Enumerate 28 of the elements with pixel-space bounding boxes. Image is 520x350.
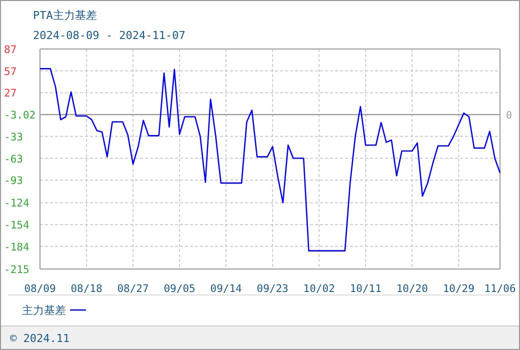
- chart-title: PTA主力基差: [33, 9, 97, 22]
- x-tick-label: 10/02: [303, 283, 335, 295]
- chart-subtitle: 2024-08-09 - 2024-11-07: [33, 29, 186, 42]
- x-tick-label: 09/14: [210, 283, 242, 295]
- y-tick-label: 27: [4, 88, 17, 100]
- x-tick-label: 10/29: [442, 283, 474, 295]
- legend-label: 主力基差: [22, 304, 66, 317]
- y-tick-label: -184: [4, 241, 30, 254]
- y-tick-label: 57: [4, 66, 17, 78]
- y-tick-label: -215: [4, 264, 30, 276]
- x-tick-label: 10/11: [350, 283, 382, 295]
- line-series: [39, 68, 501, 252]
- y-tick-label: 87: [4, 44, 17, 56]
- x-tick-label: 08/09: [24, 283, 56, 295]
- y-tick-label: -154: [4, 220, 30, 232]
- x-tick-label: 08/27: [117, 283, 149, 295]
- y-tick-label: -63: [4, 153, 23, 166]
- x-tick-label: 09/23: [256, 283, 288, 295]
- x-tick-label: 10/20: [396, 283, 428, 295]
- x-tick-label: 09/05: [164, 283, 196, 295]
- y-tick-label: -124: [4, 198, 30, 210]
- text: © 2024.11: [10, 332, 70, 345]
- x-tick-label: 11/06: [484, 283, 516, 295]
- y-tick-label: -33: [4, 131, 23, 144]
- text: 0: [506, 110, 512, 122]
- x-tick-label: 08/18: [70, 283, 102, 295]
- y-tick-label: -93: [4, 175, 23, 188]
- y-tick-label: -3.02: [4, 110, 36, 122]
